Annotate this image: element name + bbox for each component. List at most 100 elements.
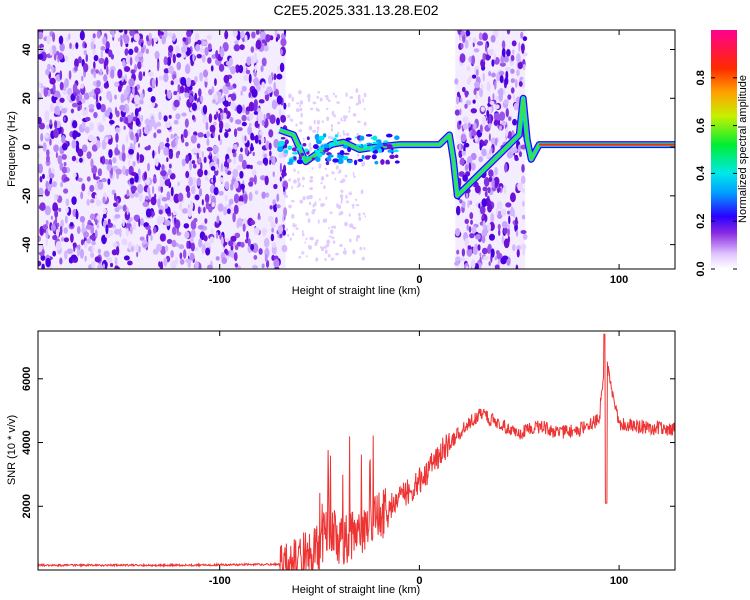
signal-blob — [363, 143, 368, 150]
noise-dot — [471, 129, 477, 137]
noise-dot — [81, 183, 86, 192]
noise-dot — [273, 258, 280, 268]
noise-dot — [298, 104, 302, 107]
noise-dot — [125, 227, 129, 237]
noise-dot — [272, 171, 275, 177]
noise-dot — [478, 87, 484, 98]
noise-dot — [488, 114, 492, 125]
noise-dot — [207, 242, 211, 247]
noise-dot — [61, 166, 68, 174]
noise-dot — [159, 31, 164, 36]
signal-blob — [372, 150, 379, 154]
signal-blob — [355, 144, 362, 147]
noise-dot — [461, 248, 466, 257]
noise-dot — [97, 181, 104, 190]
signal-blob — [300, 152, 305, 156]
noise-dot — [482, 52, 486, 62]
noise-dot — [85, 106, 88, 116]
noise-dot — [481, 214, 485, 220]
noise-dot — [253, 255, 258, 260]
noise-dot — [249, 177, 255, 183]
noise-dot — [160, 261, 163, 269]
noise-dot — [489, 149, 492, 155]
noise-dot — [464, 237, 469, 248]
noise-dot — [79, 83, 84, 89]
noise-dot — [181, 137, 185, 143]
noise-dot — [298, 255, 302, 259]
noise-dot — [215, 231, 219, 240]
noise-dot — [460, 133, 467, 143]
noise-dot — [117, 85, 122, 93]
noise-dot — [335, 165, 339, 170]
noise-dot — [260, 65, 264, 73]
noise-dot — [358, 99, 361, 104]
noise-dot — [253, 52, 257, 61]
noise-dot — [360, 189, 364, 195]
snr-series — [38, 333, 675, 570]
noise-dot — [480, 106, 486, 112]
noise-dot — [295, 227, 299, 230]
noise-dot — [64, 215, 68, 224]
noise-dot — [297, 177, 301, 181]
noise-dot — [122, 218, 125, 227]
noise-dot — [72, 83, 78, 93]
noise-dot — [52, 83, 56, 93]
noise-dot — [45, 231, 49, 240]
noise-dot — [138, 71, 143, 82]
noise-dot — [156, 129, 162, 134]
noise-dot — [507, 227, 510, 237]
noise-dot — [254, 134, 259, 144]
noise-dot — [99, 86, 104, 94]
noise-dot — [193, 217, 198, 223]
noise-dot — [177, 192, 184, 202]
noise-dot — [231, 148, 236, 154]
noise-dot — [96, 140, 101, 149]
noise-dot — [71, 139, 77, 149]
noise-dot — [48, 173, 55, 179]
noise-dot — [277, 224, 284, 234]
signal-blob — [316, 152, 323, 158]
signal-blob — [383, 140, 389, 143]
noise-dot — [153, 132, 157, 139]
noise-dot — [482, 220, 486, 231]
signal-blob — [305, 155, 310, 159]
noise-dot — [116, 198, 119, 207]
noise-dot — [243, 193, 248, 203]
noise-dot — [499, 111, 506, 122]
noise-dot — [227, 97, 232, 103]
noise-dot — [112, 242, 118, 248]
signal-blob — [304, 148, 309, 152]
noise-dot — [140, 92, 144, 101]
noise-dot — [59, 81, 64, 91]
noise-dot — [264, 119, 269, 128]
noise-dot — [158, 141, 165, 150]
noise-dot — [206, 147, 213, 152]
noise-dot — [324, 218, 328, 223]
noise-dot — [216, 215, 220, 224]
noise-dot — [199, 72, 203, 82]
noise-dot — [253, 99, 258, 109]
noise-dot — [59, 42, 65, 52]
signal-blob — [311, 157, 316, 161]
noise-dot — [253, 110, 259, 116]
noise-dot — [209, 194, 212, 199]
noise-dot — [270, 221, 277, 229]
noise-dot — [49, 103, 54, 113]
noise-dot — [301, 251, 305, 255]
noise-dot — [190, 229, 196, 238]
noise-dot — [499, 75, 504, 84]
noise-dot — [259, 175, 266, 181]
noise-dot — [313, 119, 316, 125]
noise-dot — [518, 41, 521, 52]
noise-dot — [49, 138, 52, 146]
noise-dot — [501, 221, 508, 229]
noise-dot — [38, 31, 44, 40]
noise-dot — [464, 90, 469, 98]
signal-blob — [361, 154, 365, 160]
noise-dot — [129, 226, 133, 235]
noise-dot — [233, 193, 240, 204]
noise-dot — [307, 245, 311, 250]
noise-dot — [38, 235, 42, 242]
noise-dot — [94, 87, 101, 95]
noise-dot — [288, 204, 292, 209]
